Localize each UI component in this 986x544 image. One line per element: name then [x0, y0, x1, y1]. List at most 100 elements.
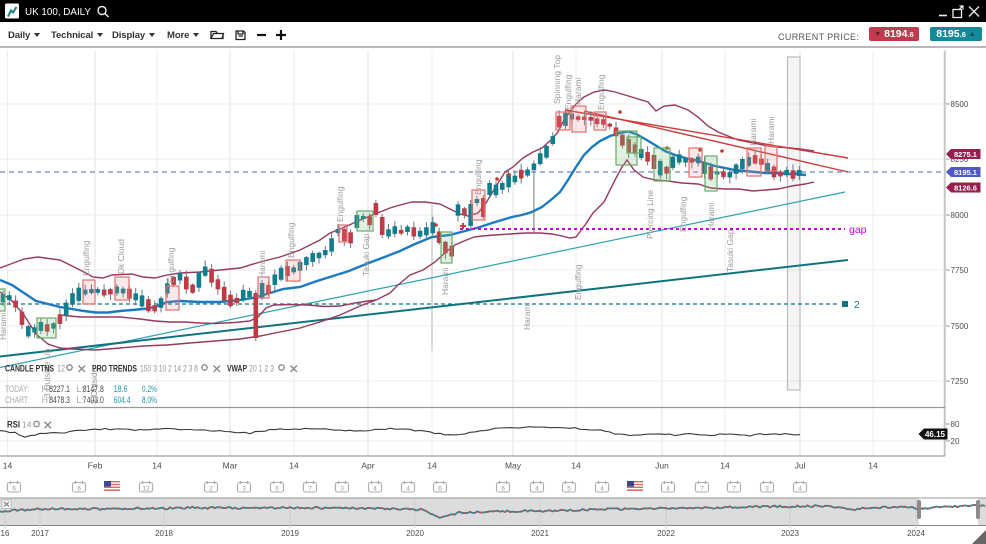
svg-text:8275.1: 8275.1 — [954, 150, 977, 159]
svg-text:14: 14 — [720, 461, 730, 471]
svg-text:6: 6 — [501, 485, 505, 492]
svg-text:16: 16 — [1, 529, 10, 538]
svg-text:Jun: Jun — [655, 461, 669, 471]
svg-text:8126.6: 8126.6 — [954, 184, 977, 193]
svg-text:46.15: 46.15 — [925, 430, 946, 439]
svg-text:Spinning Top: Spinning Top — [552, 55, 562, 104]
svg-text:Engulfing: Engulfing — [596, 74, 606, 110]
svg-text:Mar: Mar — [223, 461, 238, 471]
svg-text:Engulfing: Engulfing — [473, 159, 483, 195]
svg-text:3 Outside: 3 Outside — [89, 367, 99, 404]
svg-text:2019: 2019 — [281, 529, 299, 538]
svg-text:8195.1: 8195.1 — [954, 168, 977, 177]
svg-text:14: 14 — [868, 461, 878, 471]
svg-text:8000: 8000 — [951, 211, 969, 220]
svg-text:2018: 2018 — [155, 529, 173, 538]
svg-text:4: 4 — [406, 485, 410, 492]
svg-text:5: 5 — [567, 485, 571, 492]
svg-text:Harami: Harami — [440, 267, 450, 295]
svg-text:Engulfing: Engulfing — [286, 222, 296, 258]
svg-text:4: 4 — [600, 485, 604, 492]
svg-text:gap: gap — [849, 224, 867, 236]
svg-text:6: 6 — [275, 485, 279, 492]
svg-text:Harami: Harami — [766, 116, 776, 144]
svg-text:4: 4 — [798, 485, 802, 492]
svg-text:7750: 7750 — [951, 266, 969, 275]
svg-text:14: 14 — [152, 461, 162, 471]
svg-text:May: May — [505, 461, 522, 471]
svg-text:L:: L: — [76, 384, 84, 394]
svg-text:2022: 2022 — [657, 529, 675, 538]
svg-text:8147.8: 8147.8 — [83, 384, 104, 394]
svg-text:7: 7 — [732, 485, 736, 492]
svg-text:80: 80 — [951, 420, 960, 429]
svg-text:2023: 2023 — [781, 529, 799, 538]
svg-text:7: 7 — [700, 485, 704, 492]
svg-text:20: 20 — [951, 437, 960, 446]
svg-text:2017: 2017 — [31, 529, 49, 538]
svg-text:7: 7 — [308, 485, 312, 492]
svg-text:12: 12 — [57, 364, 65, 375]
svg-text:18.6: 18.6 — [114, 384, 128, 394]
svg-text:Harami: Harami — [257, 250, 267, 278]
svg-text:Engulfing: Engulfing — [81, 240, 91, 276]
svg-text:6: 6 — [438, 485, 442, 492]
svg-text:7403.0: 7403.0 — [83, 395, 104, 405]
svg-text:8478.3: 8478.3 — [49, 395, 70, 405]
svg-text:14: 14 — [22, 420, 32, 430]
svg-text:2020: 2020 — [406, 529, 424, 538]
svg-text:H:: H: — [42, 395, 51, 405]
svg-text:Tasuki Gap: Tasuki Gap — [725, 229, 735, 272]
svg-text:3: 3 — [340, 485, 344, 492]
svg-text:Apr: Apr — [361, 461, 374, 471]
svg-text:Feb: Feb — [88, 461, 103, 471]
svg-text:7500: 7500 — [951, 322, 969, 331]
svg-text:UK 100, DAILY: UK 100, DAILY — [25, 6, 91, 18]
svg-text:8227.1: 8227.1 — [49, 384, 70, 394]
svg-text:CANDLE PTNS: CANDLE PTNS — [5, 364, 54, 375]
svg-text:4: 4 — [666, 485, 670, 492]
svg-text:Dk Cloud: Dk Cloud — [116, 239, 126, 274]
svg-text:3: 3 — [242, 485, 246, 492]
svg-text:14: 14 — [571, 461, 581, 471]
svg-text:TODAY:: TODAY: — [5, 384, 29, 394]
svg-text:Harami: Harami — [522, 302, 532, 330]
svg-text:0.2%: 0.2% — [142, 384, 157, 394]
svg-text:8.0%: 8.0% — [142, 395, 157, 405]
svg-text:2: 2 — [209, 485, 213, 492]
svg-text:3: 3 — [765, 485, 769, 492]
svg-text:8500: 8500 — [951, 100, 969, 109]
svg-text:Engulfing: Engulfing — [335, 186, 345, 222]
svg-text:604.4: 604.4 — [114, 395, 131, 405]
svg-text:RSI: RSI — [7, 420, 20, 431]
svg-text:4: 4 — [373, 485, 377, 492]
svg-text:2: 2 — [854, 300, 860, 311]
svg-text:14: 14 — [427, 461, 437, 471]
svg-text:Tasuki Gap: Tasuki Gap — [361, 233, 371, 276]
svg-text:Engulfing: Engulfing — [573, 264, 583, 300]
svg-text:150 3 10 2 14 2 3 8: 150 3 10 2 14 2 3 8 — [140, 364, 198, 375]
svg-text:Piercing Line: Piercing Line — [645, 190, 655, 239]
svg-text:20 1 2 3: 20 1 2 3 — [249, 364, 274, 375]
svg-text:6: 6 — [77, 485, 81, 492]
svg-text:12: 12 — [142, 485, 150, 492]
svg-text:Harami: Harami — [706, 202, 716, 230]
svg-text:2021: 2021 — [531, 529, 549, 538]
svg-text:Jul: Jul — [795, 461, 806, 471]
svg-text:CHART:: CHART: — [5, 395, 29, 405]
svg-text:14: 14 — [289, 461, 299, 471]
svg-text:Harami: Harami — [573, 77, 583, 105]
svg-text:Harami: Harami — [0, 312, 8, 340]
svg-text:4: 4 — [535, 485, 539, 492]
svg-text:VWAP: VWAP — [227, 364, 247, 375]
svg-text:Engulfing: Engulfing — [678, 196, 688, 232]
svg-text:14: 14 — [3, 461, 13, 471]
svg-text:H:: H: — [42, 384, 51, 394]
svg-text:Engulfing: Engulfing — [166, 247, 176, 283]
svg-text:3 Outside Up: 3 Outside Up — [42, 348, 52, 398]
svg-text:2024: 2024 — [907, 529, 925, 538]
svg-text:7250: 7250 — [951, 377, 969, 386]
svg-text:8250: 8250 — [951, 155, 969, 164]
svg-text:Harami: Harami — [748, 118, 758, 146]
svg-text:L:: L: — [76, 395, 84, 405]
